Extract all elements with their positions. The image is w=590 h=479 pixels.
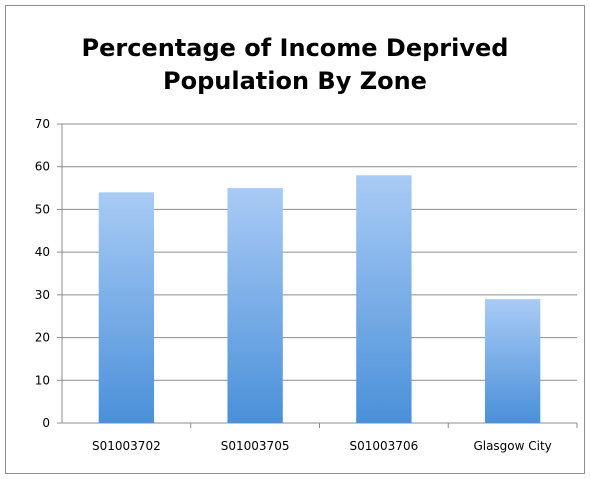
bar-s01003706 [356, 175, 412, 423]
y-tick-label: 30 [35, 288, 50, 302]
y-tick-label: 20 [35, 331, 50, 345]
bar-s01003705 [227, 188, 283, 423]
chart-title: Percentage of Income Deprived Population… [6, 32, 584, 98]
x-tick-label: S01003702 [92, 439, 161, 453]
chart-title-line-2: Population By Zone [163, 67, 427, 95]
y-tick-label: 60 [35, 160, 50, 174]
y-tick-label: 40 [35, 245, 50, 259]
y-tick-label: 0 [42, 416, 50, 430]
x-tick-label: S01003706 [350, 439, 419, 453]
y-tick-label: 70 [35, 117, 50, 131]
y-tick-label: 10 [35, 373, 50, 387]
x-tick-label: Glasgow City [473, 439, 551, 453]
bar-s01003702 [98, 192, 155, 423]
y-tick-label: 50 [35, 202, 50, 216]
chart-title-line-1: Percentage of Income Deprived [81, 34, 509, 62]
x-tick-label: S01003705 [221, 439, 290, 453]
bar-glasgow-city [484, 299, 541, 423]
